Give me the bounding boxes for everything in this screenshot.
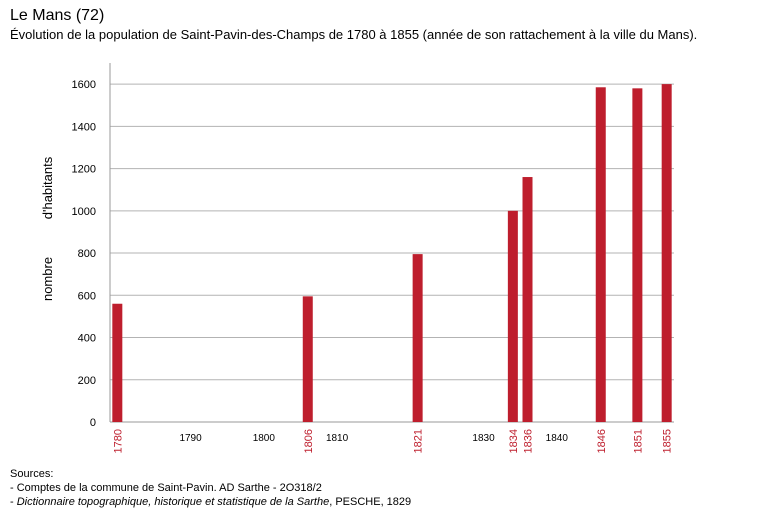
bar-year-label: 1834 <box>508 429 520 453</box>
population-bar-chart: 0 200 400 600 800 1000 1200 1400 1600 1780 1806 18… <box>40 63 674 453</box>
x-tick-labels: 1780 1806 1821 1834 1836 1846 1851 1855 1790 1800… <box>112 429 673 453</box>
y-axis-label-habitants: d'habitants <box>40 156 55 219</box>
x-tick-label: 1810 <box>326 433 349 444</box>
bars <box>112 84 672 423</box>
sources-block: Sources: - Comptes de la commune de Sain… <box>10 467 411 509</box>
bar-1851 <box>632 88 643 422</box>
axes <box>109 63 674 423</box>
source-line-2-title: Dictionnaire topographique, historique e… <box>16 496 330 508</box>
source-line-2: - Dictionnaire topographique, historique… <box>10 495 411 509</box>
bar-year-label: 1851 <box>632 429 644 453</box>
source-line-2-rest: , PESCHE, 1829 <box>329 496 412 508</box>
source-line-2-dash: - <box>10 496 17 508</box>
bar-1821 <box>412 254 423 422</box>
bar-1836 <box>522 177 533 422</box>
y-tick-label: 0 <box>90 417 96 429</box>
y-tick-label: 1000 <box>72 206 96 218</box>
x-tick-label: 1790 <box>179 433 202 444</box>
bar-year-label: 1821 <box>413 429 425 453</box>
sources-heading: Sources: <box>10 468 54 480</box>
bar-1834 <box>507 210 518 422</box>
bar-year-label: 1846 <box>596 429 608 453</box>
x-tick-label: 1800 <box>253 433 276 444</box>
y-tick-label: 1600 <box>72 79 96 91</box>
y-tick-label: 600 <box>78 290 96 302</box>
bar-1806 <box>302 296 313 422</box>
y-tick-label: 800 <box>78 248 96 260</box>
y-tick-labels: 0 200 400 600 800 1000 1200 1400 1600 <box>72 79 96 429</box>
x-tick-label: 1830 <box>472 433 495 444</box>
y-tick-label: 1400 <box>72 121 96 133</box>
x-tick-label: 1840 <box>546 433 569 444</box>
bar-1780 <box>112 303 123 422</box>
y-tick-label: 400 <box>78 333 96 345</box>
chart-subtitle: Évolution de la population de Saint-Pavi… <box>10 27 698 42</box>
bar-year-label: 1780 <box>112 429 124 453</box>
source-line-1: - Comptes de la commune de Saint-Pavin. … <box>10 482 322 494</box>
y-tick-label: 200 <box>78 375 96 387</box>
bar-year-label: 1806 <box>303 429 315 453</box>
y-axis-label-nombre: nombre <box>40 257 55 301</box>
bar-year-label: 1855 <box>662 429 674 453</box>
chart-title: Le Mans (72) <box>10 7 105 24</box>
bar-1855 <box>661 84 672 422</box>
gridlines <box>110 83 674 381</box>
bar-year-label: 1836 <box>523 429 535 453</box>
y-tick-label: 1200 <box>72 164 96 176</box>
bar-1846 <box>595 87 606 423</box>
